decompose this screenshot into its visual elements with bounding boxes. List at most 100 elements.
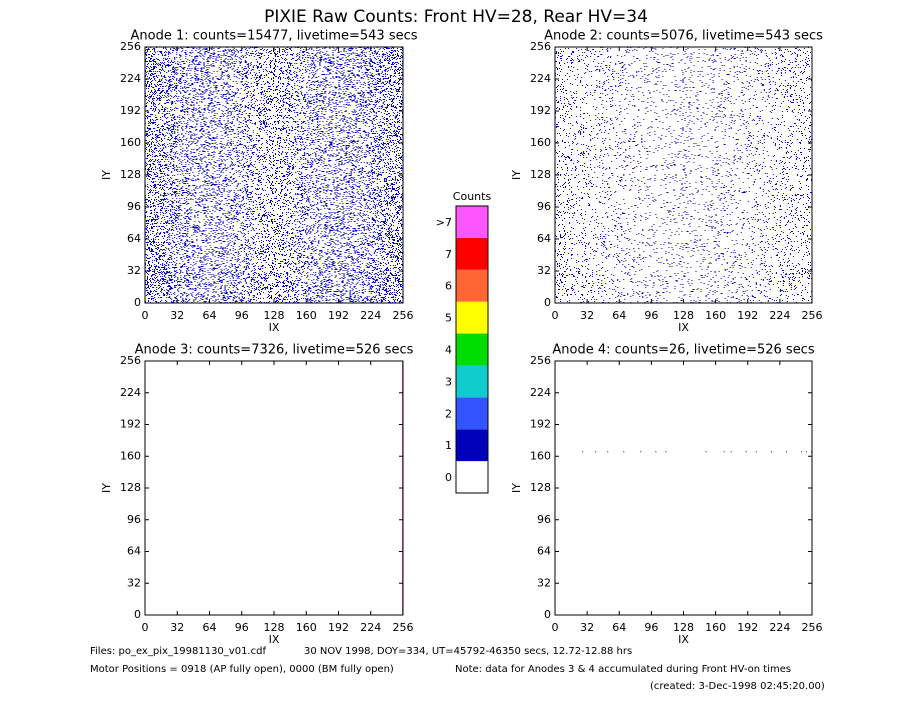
y-tick-label: 192 (530, 104, 551, 117)
x-tick-label: 96 (235, 309, 249, 322)
y-tick-label: 96 (537, 200, 551, 213)
count-point (582, 451, 584, 453)
count-cell (306, 271, 339, 303)
y-tick-label: 64 (127, 545, 141, 558)
x-tick-label: 192 (328, 621, 349, 634)
x-axis-label: IX (269, 633, 280, 646)
count-cell (779, 239, 812, 271)
panel-title: Anode 2: counts=5076, livetime=543 secs (544, 29, 823, 44)
count-cell (587, 175, 620, 207)
x-tick-label: 0 (552, 621, 559, 634)
y-tick-label: 32 (127, 264, 141, 277)
count-cell (145, 79, 178, 111)
colorbar-swatch (456, 206, 488, 238)
y-tick-label: 224 (120, 72, 141, 85)
count-cell (747, 271, 779, 303)
x-tick-label: 128 (673, 309, 694, 322)
count-cell (555, 111, 588, 143)
count-cell (145, 175, 178, 207)
x-tick-label: 64 (203, 309, 217, 322)
x-tick-label: 96 (235, 621, 249, 634)
x-tick-label: 64 (612, 309, 626, 322)
count-cell (306, 175, 339, 207)
count-cell (338, 47, 371, 79)
count-cell (338, 79, 371, 111)
colorbar-label: 4 (445, 344, 452, 357)
y-tick-label: 224 (120, 386, 141, 399)
y-tick-label: 96 (537, 513, 551, 526)
panel-title: Anode 1: counts=15477, livetime=543 secs (130, 29, 417, 44)
y-tick-label: 64 (537, 232, 551, 245)
x-tick-label: 256 (802, 621, 823, 634)
count-cell (683, 143, 716, 175)
y-tick-label: 0 (134, 608, 141, 621)
count-cell (145, 239, 178, 271)
footer-created: (created: 3-Dec-1998 02:45:20.00) (650, 681, 825, 692)
count-cell (779, 175, 812, 207)
count-cell (177, 239, 210, 271)
count-point (595, 451, 597, 453)
count-point (623, 451, 625, 453)
count-cell (587, 239, 620, 271)
count-cell (177, 175, 210, 207)
count-cell (779, 111, 812, 143)
colorbar-label: 5 (445, 312, 452, 325)
x-tick-label: 96 (644, 309, 658, 322)
count-cell (177, 143, 210, 175)
x-tick-label: 224 (360, 621, 381, 634)
x-axis-label: IX (678, 633, 689, 646)
count-point (730, 451, 732, 453)
y-tick-label: 0 (544, 608, 551, 621)
y-tick-label: 160 (120, 136, 141, 149)
colorbar-swatch (456, 397, 488, 430)
count-cell (683, 48, 716, 79)
colorbar-frame (455, 205, 489, 494)
count-cell (619, 79, 652, 111)
y-tick-label: 128 (120, 168, 141, 181)
count-cell (651, 143, 684, 175)
y-tick-label: 192 (530, 418, 551, 431)
y-tick-label: 160 (530, 449, 551, 462)
footer-note: Note: data for Anodes 3 & 4 accumulated … (455, 664, 791, 675)
count-point (800, 451, 802, 453)
count-cell (587, 271, 620, 303)
count-cell (747, 175, 780, 207)
colorbar-label: 7 (445, 248, 452, 261)
count-point (705, 451, 707, 453)
x-tick-label: 192 (328, 309, 349, 322)
count-cell (241, 207, 275, 239)
y-tick-label: 32 (537, 576, 551, 589)
count-cell (370, 271, 404, 303)
x-tick-label: 32 (170, 621, 184, 634)
count-cell (145, 271, 178, 303)
count-cell (555, 271, 588, 303)
colorbar-swatch (456, 333, 488, 366)
count-cell (651, 47, 684, 78)
x-tick-label: 32 (580, 621, 594, 634)
count-cell (651, 207, 684, 239)
count-cell (209, 175, 242, 207)
count-point (723, 451, 725, 453)
colorbar-swatch (456, 429, 488, 462)
count-cell (209, 271, 242, 303)
count-cell (241, 79, 275, 111)
y-tick-label: 128 (530, 168, 551, 181)
count-cell (779, 207, 811, 239)
count-cell (274, 79, 307, 111)
count-cell (651, 241, 684, 271)
x-tick-label: 256 (802, 309, 823, 322)
y-tick-label: 96 (127, 513, 141, 526)
count-cell (306, 111, 339, 143)
count-cell (177, 47, 210, 79)
count-cell (306, 47, 339, 79)
y-tick-label: 256 (120, 40, 141, 53)
count-cell (587, 143, 620, 175)
count-cell (209, 207, 242, 239)
count-cell (555, 143, 588, 175)
count-cell (555, 175, 588, 207)
count-cell (370, 111, 404, 143)
count-cell (306, 143, 339, 175)
colorbar-swatch (456, 461, 488, 493)
count-cell (779, 79, 812, 111)
count-cell (683, 79, 715, 110)
